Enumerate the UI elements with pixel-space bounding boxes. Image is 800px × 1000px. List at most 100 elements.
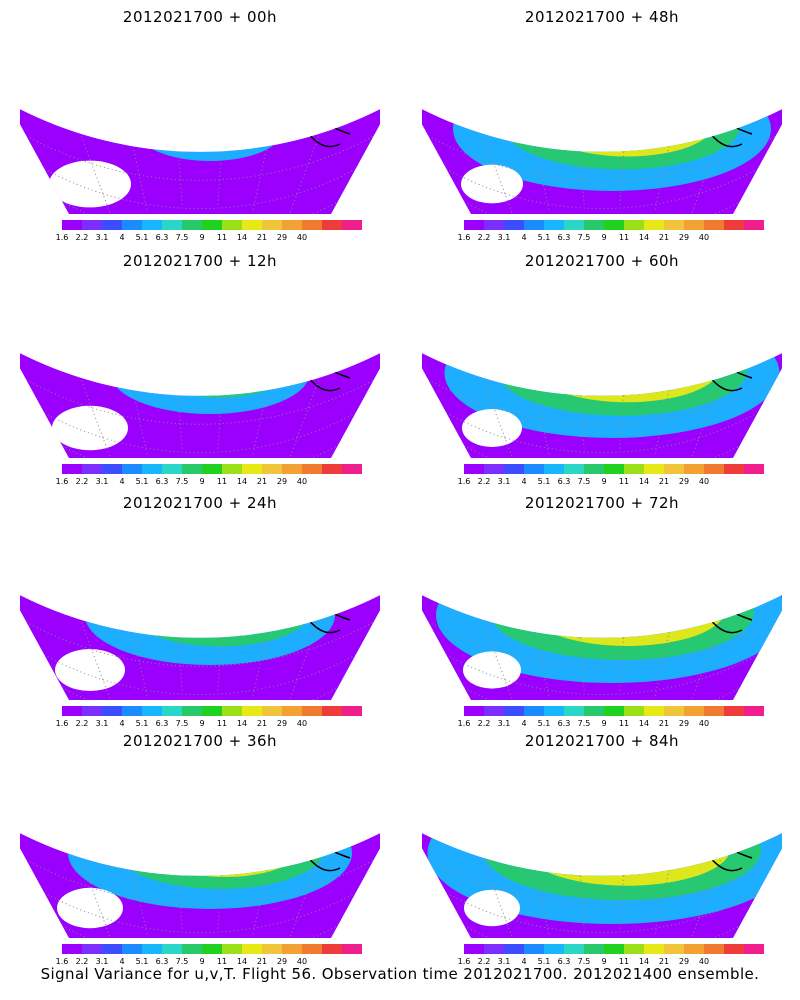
colorbar-swatch [102,706,122,716]
variance-map [20,826,380,938]
longitude-line [654,588,688,696]
colorbar-tick-label: 4 [119,719,125,728]
colorbar-swatch [544,220,564,230]
variance-contour [193,109,257,139]
colorbar-swatch [644,944,664,954]
longitude-line [286,102,341,214]
variance-contour [207,834,263,858]
colorbar-tick-label: 9 [199,477,205,486]
variance-contour [209,112,251,132]
colorbar-tick-label: 14 [236,233,248,242]
colorbar-swatch [82,944,102,954]
colorbar [62,706,362,716]
forecast-panel: 2012021700 + 48h 1.6 2.2 3.1 4 5.1 6.3 7.5 9 11 14… [412,8,792,248]
latitude-line [43,168,357,210]
colorbar-swatch [202,464,222,474]
colorbar-swatch [744,464,764,474]
colorbar-tick-label: 2.2 [75,477,89,486]
colorbar-tick-label: 7.5 [577,719,591,728]
colorbar-swatch [704,706,724,716]
colorbar-tick-label: 29 [276,719,288,728]
longitude-line [114,826,148,934]
colorbar-swatch [182,706,202,716]
colorbar-tick-label: 1.6 [55,719,69,728]
colorbar-tick-label: 2.2 [477,957,491,966]
colorbar-swatch [322,464,342,474]
longitude-line [572,102,585,205]
colorbar-swatch [62,220,82,230]
colorbar-tick-label: 40 [296,477,308,486]
colorbar-tick-label: 29 [276,477,288,486]
colorbar-swatch [182,944,202,954]
colorbar-tick-label: 2.2 [75,233,89,242]
colorbar-swatch [504,464,524,474]
colorbar-swatch [644,220,664,230]
panel-title: 2012021700 + 48h [524,8,680,26]
colorbar-tick-label: 4 [521,477,527,486]
variance-map [20,588,380,700]
colorbar-labels: 1.6 2.2 3.1 4 5.1 6.3 7.5 9 11 14 21 29 40 [56,719,362,731]
colorbar-tick-label: 29 [678,957,690,966]
variance-contour [529,588,725,646]
variance-contour [523,826,731,886]
longitude-line [170,588,183,691]
longitude-line [217,346,230,449]
colorbar-swatch [524,464,544,474]
colorbar-swatch [242,220,262,230]
colorbar-swatch [464,944,484,954]
colorbar-tick-label: 11 [216,719,228,728]
variance-contour [176,347,274,389]
colorbar-swatch [664,706,684,716]
colorbar-swatch [182,220,202,230]
panel-title: 2012021700 + 60h [524,252,680,270]
colorbar-swatch [142,706,162,716]
variance-contour [601,593,673,623]
colorbar-tick-label: 2.2 [477,233,491,242]
colorbar-swatch [624,220,644,230]
colorbar-swatch [302,220,322,230]
longitude-line [286,826,341,938]
colorbar-swatch [584,220,604,230]
colorbar-tick-label: 1.6 [55,477,69,486]
colorbar-swatch [302,944,322,954]
colorbar-tick-label: 9 [601,477,607,486]
longitude-line [654,826,688,934]
colorbar-tick-label: 14 [638,719,650,728]
colorbar-tick-label: 1.6 [457,719,471,728]
longitude-line [170,102,183,205]
variance-contour [211,598,259,618]
latitude-line [427,859,777,905]
colorbar-tick-label: 6.3 [155,719,169,728]
colorbar-tick-label: 5.1 [135,719,149,728]
colorbar-swatch [524,706,544,716]
colorbar-tick-label: 21 [256,233,268,242]
variance-contour [110,346,310,414]
colorbar-swatch [584,706,604,716]
coastline [541,102,753,148]
colorbar-swatch [684,464,704,474]
variance-contour [571,102,693,145]
colorbar-swatch [142,220,162,230]
colorbar-tick-label: 4 [119,233,125,242]
variance-map [422,346,782,458]
longitude-line [252,826,286,934]
variance-map [20,346,380,458]
colorbar [464,944,764,954]
missing-data-region [461,164,523,204]
colorbar-swatch [644,464,664,474]
longitude-line [59,102,114,214]
latitude-line [427,621,777,667]
longitude-line [252,588,286,696]
latitude-line [445,412,759,454]
variance-contour [504,102,740,170]
colorbar-tick-label: 29 [678,233,690,242]
colorbar-swatch [724,944,744,954]
longitude-line [619,346,632,449]
colorbar-swatch [322,944,342,954]
colorbar-tick-label: 3.1 [95,719,109,728]
colorbar-swatch [524,944,544,954]
longitude-line [170,346,183,449]
missing-data-region [463,651,521,689]
latitude-line [25,135,375,181]
panel-title: 2012021700 + 36h [122,732,278,750]
